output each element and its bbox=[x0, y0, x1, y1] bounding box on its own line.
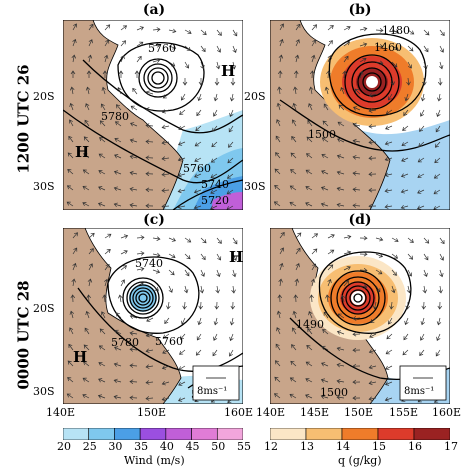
x-tick-right-150e: 150E bbox=[344, 406, 374, 419]
panel-c-map: 5740 5780 5760 5740 H H 8ms⁻¹ bbox=[63, 228, 243, 404]
wind-colorbar-tick-50: 50 bbox=[211, 440, 226, 453]
panel-label-b: (b) bbox=[348, 2, 372, 18]
contour-label-a-1: 5760 bbox=[148, 42, 176, 55]
q-colorbar-title: q (g/kg) bbox=[338, 454, 382, 467]
contour-label-d-2: 1500 bbox=[320, 386, 348, 399]
x-tick-right-145e: 145E bbox=[300, 406, 330, 419]
row-label-0000utc28: 0000 UTC 28 bbox=[14, 280, 33, 390]
wind-colorbar-title: Wind (m/s) bbox=[124, 454, 185, 467]
panel-a-map: 5760 5780 5760 5740 5720 H H bbox=[63, 20, 243, 210]
contour-label-d-1: 1490 bbox=[296, 318, 324, 331]
q-colorbar-tick-17: 17 bbox=[444, 440, 458, 453]
q-colorbar-segment-0 bbox=[270, 428, 307, 440]
q-colorbar-tick-12: 12 bbox=[264, 440, 278, 453]
wind-colorbar-tick-20: 20 bbox=[57, 440, 71, 453]
q-colorbar-tick-14: 14 bbox=[336, 440, 350, 453]
contour-label-c-3: 5760 bbox=[155, 335, 183, 348]
contour-label-b-1: 1480 bbox=[382, 24, 410, 37]
y-tick-20s-bottom: 20S bbox=[33, 302, 55, 315]
wind-colorbar-segment-3 bbox=[139, 428, 167, 440]
y-tick-20s-top: 20S bbox=[33, 90, 55, 103]
wind-colorbar-tick-45: 45 bbox=[185, 440, 200, 453]
contour-label-a-3: 5760 bbox=[183, 162, 211, 175]
panel-b-map: 1480 1460 1500 bbox=[270, 20, 450, 210]
wind-colorbar-segment-0 bbox=[63, 428, 90, 440]
x-tick-right-160e: 160E bbox=[432, 406, 462, 419]
q-colorbar-ticks: 12 13 14 15 16 17 bbox=[264, 440, 458, 454]
q-colorbar-tick-16: 16 bbox=[408, 440, 422, 453]
high-label-a-2: H bbox=[75, 143, 89, 161]
q-colorbar-segment-4 bbox=[413, 428, 450, 440]
contour-label-b-3: 1500 bbox=[308, 128, 336, 141]
q-colorbar-segment-3 bbox=[377, 428, 415, 440]
y-tick-30s-right-top: 30S bbox=[244, 180, 266, 193]
reference-vector-label-d: 8ms⁻¹ bbox=[404, 386, 434, 397]
wind-colorbar-tick-40: 40 bbox=[159, 440, 174, 453]
x-tick-left-150e: 150E bbox=[137, 406, 167, 419]
wind-colorbar-segment-4 bbox=[165, 428, 192, 440]
q-colorbar-segment-2 bbox=[341, 428, 379, 440]
q-colorbar-tick-13: 13 bbox=[300, 440, 314, 453]
high-label-c-1: H bbox=[229, 248, 243, 266]
wind-colorbar-tick-35: 35 bbox=[134, 440, 149, 453]
reference-vector-box-c bbox=[192, 365, 240, 401]
contour-label-c-2: 5780 bbox=[111, 336, 139, 349]
x-tick-right-140e: 140E bbox=[256, 406, 286, 419]
wind-colorbar-tick-55: 55 bbox=[237, 440, 251, 453]
high-label-c-2: H bbox=[73, 348, 87, 366]
q-colorbar-segment-1 bbox=[305, 428, 343, 440]
reference-vector-label-c: 8ms⁻¹ bbox=[197, 386, 227, 397]
wind-colorbar-ticks: 20 25 30 35 40 45 50 55 bbox=[57, 440, 251, 454]
q-colorbar-tick-15: 15 bbox=[372, 440, 386, 453]
wind-colorbar-tick-30: 30 bbox=[108, 440, 123, 453]
x-tick-left-140e: 140E bbox=[46, 406, 76, 419]
panel-d-map: 1490 1500 8ms⁻¹ bbox=[270, 228, 450, 404]
y-tick-30s-bottom: 30S bbox=[33, 385, 55, 398]
high-label-a-1: H bbox=[221, 62, 235, 80]
wind-colorbar-segment-1 bbox=[88, 428, 115, 440]
contour-label-a-2: 5780 bbox=[101, 110, 129, 123]
x-tick-left-160e: 160E bbox=[224, 406, 254, 419]
y-tick-20s-right-top: 20S bbox=[244, 90, 266, 103]
q-colorbar bbox=[270, 428, 450, 440]
x-tick-right-155e: 155E bbox=[389, 406, 419, 419]
row-label-1200utc26: 1200 UTC 26 bbox=[14, 64, 33, 174]
contour-label-a-4: 5740 bbox=[201, 178, 229, 191]
contour-label-a-5: 5720 bbox=[201, 194, 229, 207]
y-tick-30s-top: 30S bbox=[33, 180, 55, 193]
panel-label-d: (d) bbox=[348, 212, 372, 228]
wind-colorbar bbox=[63, 428, 243, 440]
panel-label-c: (c) bbox=[143, 212, 165, 228]
wind-colorbar-segment-5 bbox=[191, 428, 218, 440]
contour-label-b-2: 1460 bbox=[374, 41, 402, 54]
wind-colorbar-tick-25: 25 bbox=[82, 440, 97, 453]
reference-vector-box-d bbox=[399, 365, 447, 401]
wind-colorbar-segment-2 bbox=[114, 428, 141, 440]
contour-label-c-1: 5740 bbox=[135, 257, 163, 270]
wind-colorbar-segment-6 bbox=[216, 428, 243, 440]
panel-label-a: (a) bbox=[142, 2, 166, 18]
